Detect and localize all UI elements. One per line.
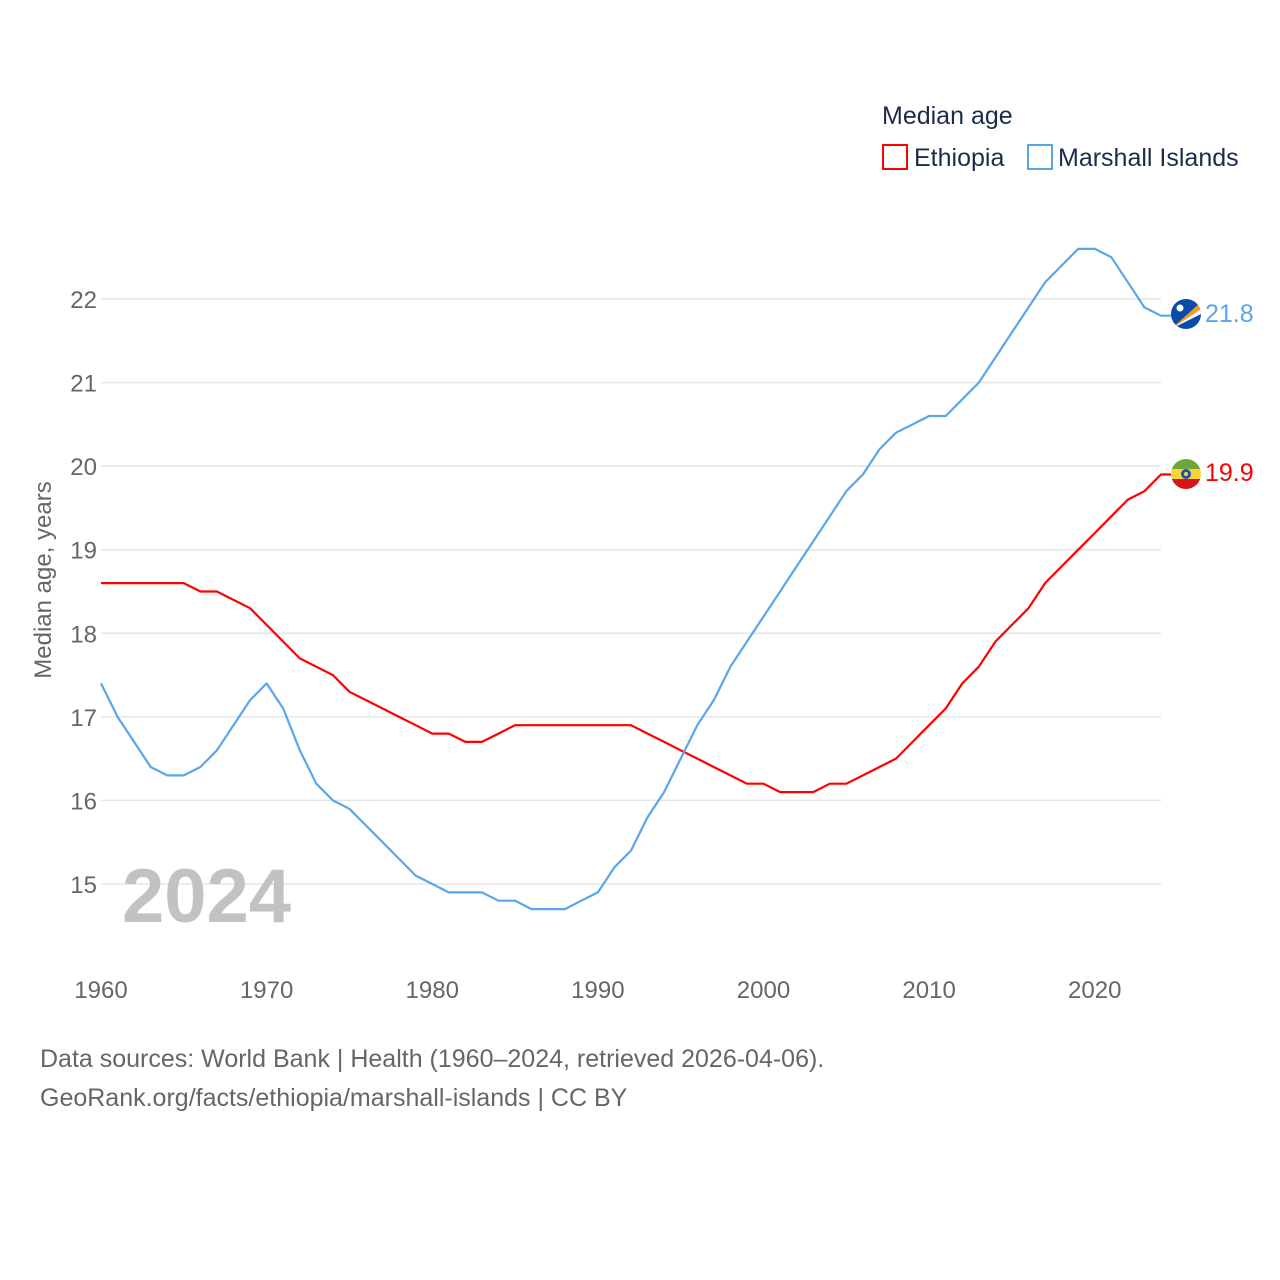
x-tick-label: 1990 <box>571 977 624 1004</box>
x-tick-label: 1970 <box>240 977 293 1004</box>
x-tick-label: 1960 <box>74 977 127 1004</box>
end-label-ethiopia: 19.9 <box>1205 459 1254 487</box>
x-tick-label: 2020 <box>1068 977 1121 1004</box>
line-chart: 15 16 17 18 19 20 21 22 1960 1970 1980 1990 2000 201… <box>30 102 1254 1004</box>
y-tick-label: 18 <box>70 621 97 648</box>
footer-link[interactable]: GeoRank.org/facts/ethiopia/marshall-isla… <box>40 1084 628 1112</box>
legend-item-marshall-islands[interactable]: Marshall Islands <box>1027 144 1239 172</box>
legend-label-marshall-islands: Marshall Islands <box>1058 144 1239 172</box>
legend-swatch-ethiopia <box>882 144 908 170</box>
legend-label-ethiopia: Ethiopia <box>914 144 1004 172</box>
y-tick-label: 22 <box>70 287 97 314</box>
x-tick-label: 2000 <box>737 977 790 1004</box>
y-tick-label: 19 <box>70 538 97 565</box>
series-line-marshall-islands <box>100 247 1172 911</box>
marshall-islands-flag-icon <box>1171 299 1201 329</box>
legend-swatch-marshall-islands <box>1027 144 1053 170</box>
y-tick-label: 21 <box>70 371 97 398</box>
footer-sources: Data sources: World Bank | Health (1960–… <box>40 1045 825 1073</box>
x-tick-label: 2010 <box>902 977 955 1004</box>
y-tick-label: 16 <box>70 788 97 815</box>
x-tick-label: 1980 <box>406 977 459 1004</box>
year-watermark: 2024 <box>122 854 291 939</box>
y-tick-label: 20 <box>70 454 97 481</box>
legend-title: Median age <box>882 102 1013 130</box>
y-tick-label: 15 <box>70 872 97 899</box>
series-line-ethiopia <box>101 473 1172 794</box>
ethiopia-flag-icon <box>1171 459 1201 489</box>
legend-item-ethiopia[interactable]: Ethiopia <box>882 144 1004 172</box>
end-label-marshall-islands: 21.8 <box>1205 300 1254 328</box>
y-tick-label: 17 <box>70 705 97 732</box>
y-axis-label: Median age, years <box>30 481 57 678</box>
